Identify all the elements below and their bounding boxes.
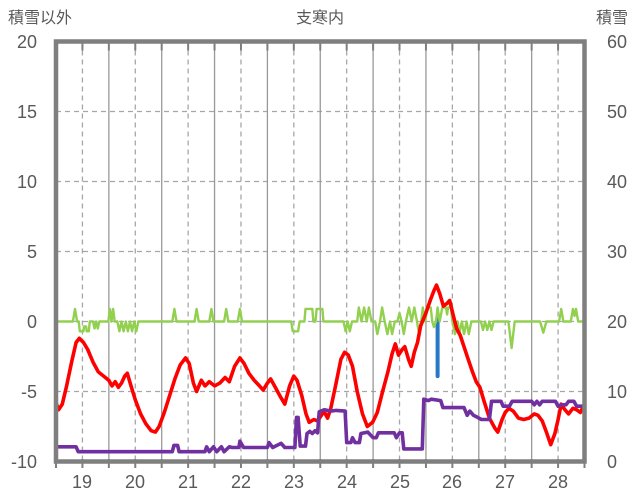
left-tick-label: 20 xyxy=(17,32,37,52)
right-tick-label: 40 xyxy=(607,172,627,192)
tick-layer xyxy=(55,43,586,468)
x-tick-label: 28 xyxy=(548,472,568,492)
right-tick-label: 20 xyxy=(607,312,627,332)
x-tick-label: 26 xyxy=(442,472,462,492)
left-axis-title: 積雪以外 xyxy=(8,9,72,27)
x-tick-label: 20 xyxy=(125,472,145,492)
right-axis-labels: 60 50 40 30 20 10 0 xyxy=(607,32,627,472)
x-tick-label: 27 xyxy=(495,472,515,492)
x-tick-label: 22 xyxy=(231,472,251,492)
x-tick-label: 24 xyxy=(337,472,357,492)
x-tick-label: 19 xyxy=(72,472,92,492)
purple-series-line xyxy=(54,397,587,454)
green-series-line xyxy=(54,306,586,350)
right-tick-label: 30 xyxy=(607,242,627,262)
right-axis-title: 積雪 xyxy=(596,9,628,27)
right-tick-label: 0 xyxy=(607,452,617,472)
left-tick-label: -10 xyxy=(11,452,37,472)
left-tick-label: 10 xyxy=(17,172,37,192)
grid-layer xyxy=(56,41,585,462)
left-axis-labels: 20 15 10 5 0 -5 -10 xyxy=(11,32,37,472)
right-tick-label: 10 xyxy=(607,382,627,402)
x-axis-labels: 19 20 21 22 23 24 25 26 27 28 xyxy=(72,472,568,492)
left-tick-label: -5 xyxy=(21,382,37,402)
left-tick-label: 5 xyxy=(27,242,37,262)
x-tick-label: 25 xyxy=(390,472,410,492)
series-layer xyxy=(54,283,587,454)
x-tick-label: 21 xyxy=(178,472,198,492)
chart-title: 支寒内 xyxy=(296,8,344,27)
left-tick-label: 0 xyxy=(27,312,37,332)
right-tick-label: 60 xyxy=(607,32,627,52)
red-series-line xyxy=(54,283,587,447)
x-tick-label: 23 xyxy=(284,472,304,492)
right-tick-label: 50 xyxy=(607,102,627,122)
left-tick-label: 15 xyxy=(17,102,37,122)
